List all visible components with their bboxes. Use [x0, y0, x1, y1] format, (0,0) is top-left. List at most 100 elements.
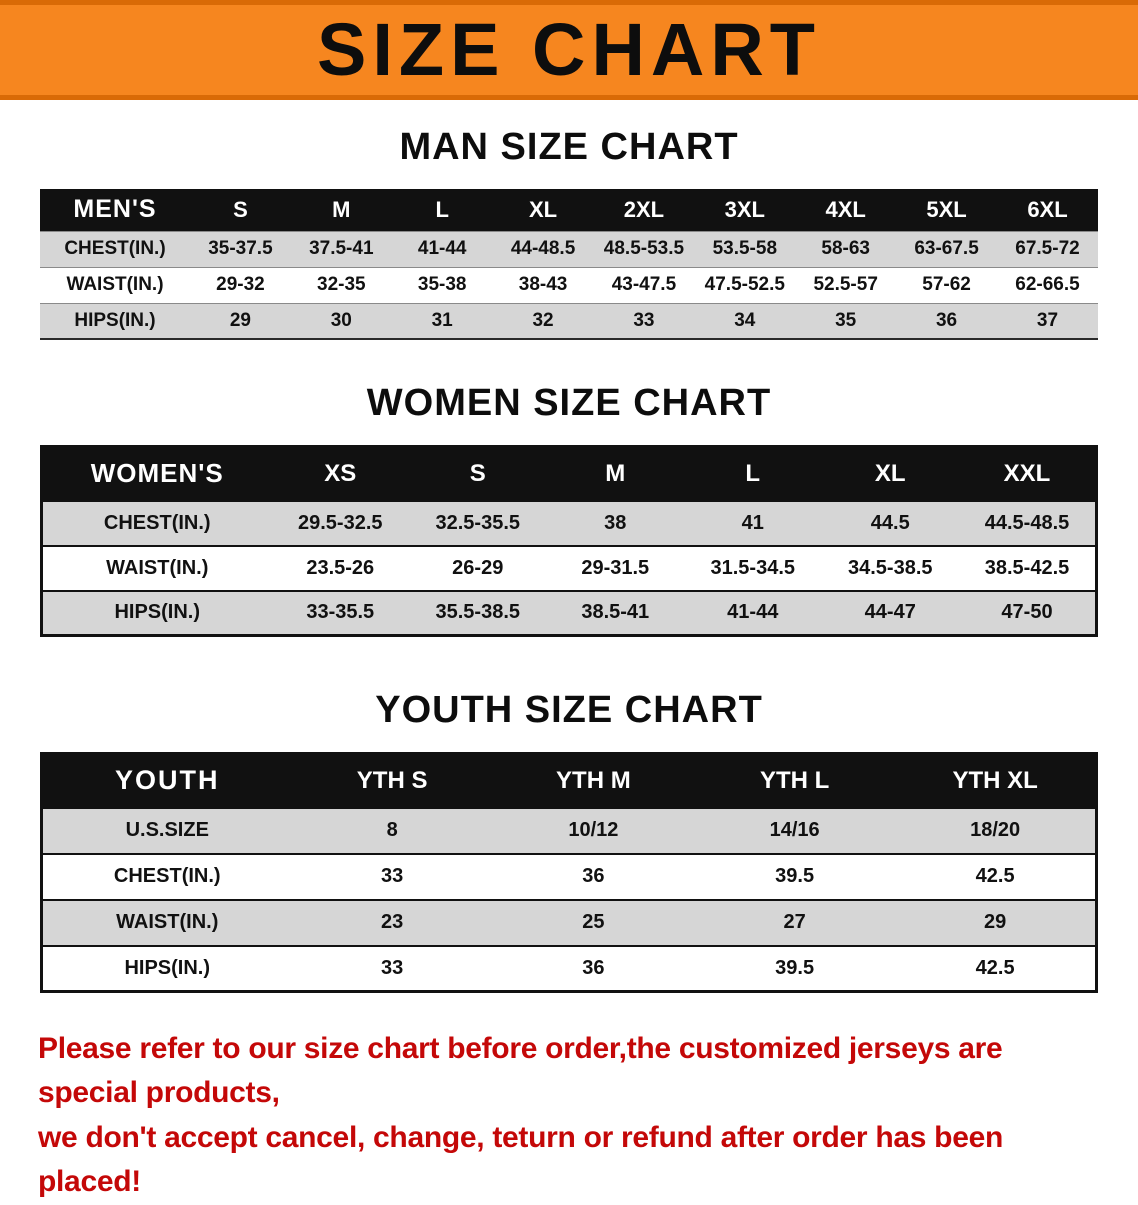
size-value-cell: 44-48.5: [510, 238, 576, 259]
page-title: SIZE CHART: [317, 8, 821, 91]
size-value-cell: 35: [835, 309, 857, 331]
size-value-cell: 32: [532, 309, 554, 331]
size-value-cell: 41: [741, 511, 764, 534]
size-value-cell: 33: [633, 309, 655, 331]
col-header-cell: XXL: [1003, 459, 1051, 487]
size-value-cell: 32-35: [317, 274, 366, 295]
size-value-cell: 35-38: [417, 274, 467, 295]
size-value-cell: 39.5: [775, 956, 815, 979]
col-header-cell: M: [332, 196, 351, 222]
size-value-cell: 35-37.5: [208, 238, 273, 259]
disclaimer-note: Please refer to our size chart before or…: [0, 1027, 1138, 1203]
table-title-cell: MEN'S: [73, 195, 157, 224]
size-value-cell: 29-31.5: [581, 556, 650, 579]
size-value-cell: 42.5: [975, 956, 1015, 979]
size-value-cell: 34.5-38.5: [847, 556, 933, 579]
size-value-cell: 33: [381, 956, 404, 979]
youth-heading: YOUTH SIZE CHART: [375, 689, 763, 731]
col-header-cell: YTH S: [356, 766, 428, 794]
size-value-cell: 58-63: [821, 238, 870, 259]
col-header-cell: XL: [874, 459, 906, 487]
size-value-cell: 57-62: [922, 274, 971, 295]
size-value-cell: 8: [386, 819, 398, 841]
size-value-cell: 38-43: [518, 274, 568, 295]
table-row: U.S.SIZE 8 10/12 14/16 18/20: [41, 807, 1097, 854]
col-header-cell: S: [233, 196, 248, 222]
size-value-cell: 18/20: [970, 819, 1021, 841]
size-value-cell: 10/12: [568, 819, 619, 841]
col-header-cell: 4XL: [825, 196, 866, 222]
size-value-cell: 47-50: [1001, 601, 1053, 624]
youth-section: YOUTH SIZE CHART YOUTH YTH S YTH M YTH L…: [0, 689, 1138, 993]
col-header-cell: S: [469, 459, 486, 487]
banner: SIZE CHART: [0, 0, 1138, 100]
row-label: HIPS(IN.): [124, 956, 211, 979]
women-section: WOMEN SIZE CHART WOMEN'S XS S M L XL XXL…: [0, 382, 1138, 637]
size-value-cell: 38: [604, 511, 627, 534]
youth-header-row: YOUTH YTH S YTH M YTH L YTH XL: [41, 753, 1097, 808]
size-value-cell: 42.5: [975, 865, 1015, 887]
size-value-cell: 33: [381, 865, 404, 887]
col-header-cell: L: [745, 459, 761, 487]
size-value-cell: 52.5-57: [813, 274, 878, 295]
women-header-row: WOMEN'S XS S M L XL XXL: [41, 446, 1097, 501]
size-value-cell: 36: [935, 309, 958, 331]
size-value-cell: 36: [582, 865, 605, 887]
size-value-cell: 39.5: [775, 865, 815, 887]
women-heading: WOMEN SIZE CHART: [366, 382, 772, 424]
size-value-cell: 37.5-41: [309, 238, 374, 259]
size-value-cell: 37: [1036, 309, 1059, 331]
size-value-cell: 25: [582, 911, 605, 933]
size-value-cell: 63-67.5: [914, 238, 979, 259]
table-row: CHEST(IN.) 29.5-32.5 32.5-35.5 38 41 44.…: [41, 500, 1097, 546]
col-header-cell: XL: [529, 196, 558, 222]
size-value-cell: 53.5-58: [712, 238, 778, 259]
row-label: WAIST(IN.): [66, 274, 164, 295]
col-header-cell: YTH M: [556, 766, 631, 794]
col-header-cell: 2XL: [623, 196, 665, 222]
size-value-cell: 29.5-32.5: [297, 511, 383, 534]
size-value-cell: 29-32: [216, 274, 265, 295]
col-header-cell: 3XL: [724, 196, 765, 222]
row-label: HIPS(IN.): [114, 601, 201, 624]
col-header-cell: YTH XL: [952, 766, 1038, 794]
size-value-cell: 31: [431, 309, 453, 331]
size-value-cell: 33-35.5: [306, 601, 375, 624]
col-header-cell: M: [605, 459, 626, 487]
size-value-cell: 31.5-34.5: [710, 556, 795, 579]
row-label: WAIST(IN.): [106, 556, 209, 579]
size-value-cell: 27: [783, 911, 806, 933]
size-value-cell: 41-44: [417, 238, 467, 259]
size-value-cell: 47.5-52.5: [704, 274, 785, 295]
size-value-cell: 44.5-48.5: [984, 511, 1070, 534]
col-header-cell: 6XL: [1027, 196, 1068, 222]
size-value-cell: 38.5-41: [581, 601, 650, 624]
col-header-cell: YTH L: [759, 766, 830, 794]
row-label: CHEST(IN.): [113, 865, 221, 887]
mens-size-table: MEN'S S M L XL 2XL 3XL 4XL 5XL 6XL CHEST…: [40, 189, 1098, 340]
row-label: CHEST(IN.): [103, 511, 211, 534]
mens-heading: MAN SIZE CHART: [399, 126, 739, 168]
size-value-cell: 41-44: [727, 601, 779, 624]
table-row: HIPS(IN.) 33 36 39.5 42.5: [41, 945, 1097, 992]
youth-size-table: YOUTH YTH S YTH M YTH L YTH XL U.S.SIZE …: [40, 752, 1098, 993]
table-row: HIPS(IN.) 33-35.5 35.5-38.5 38.5-41 41-4…: [41, 590, 1097, 636]
size-value-cell: 23.5-26: [306, 556, 375, 579]
size-value-cell: 62-66.5: [1015, 274, 1080, 295]
size-value-cell: 29: [229, 309, 251, 331]
size-value-cell: 44-47: [864, 601, 916, 624]
size-value-cell: 23: [381, 911, 404, 933]
disclaimer-line-1: Please refer to our size chart before or…: [38, 1032, 1003, 1109]
table-row: CHEST(IN.) 33 36 39.5 42.5: [41, 853, 1097, 900]
table-title-cell: WOMEN'S: [90, 458, 224, 489]
size-value-cell: 36: [582, 956, 605, 979]
table-row: HIPS(IN.) 29 30 31 32 33 34 35 36 37: [40, 303, 1098, 339]
table-row: CHEST(IN.) 35-37.5 37.5-41 41-44 44-48.5…: [40, 231, 1098, 267]
row-label: U.S.SIZE: [125, 819, 209, 841]
mens-section: MAN SIZE CHART MEN'S S M L XL 2XL 3XL 4X…: [0, 126, 1138, 340]
row-label: WAIST(IN.): [116, 911, 219, 933]
size-value-cell: 30: [330, 309, 352, 331]
table-title-cell: YOUTH: [115, 765, 220, 796]
women-size-table: WOMEN'S XS S M L XL XXL CHEST(IN.) 29.5-…: [40, 445, 1098, 637]
